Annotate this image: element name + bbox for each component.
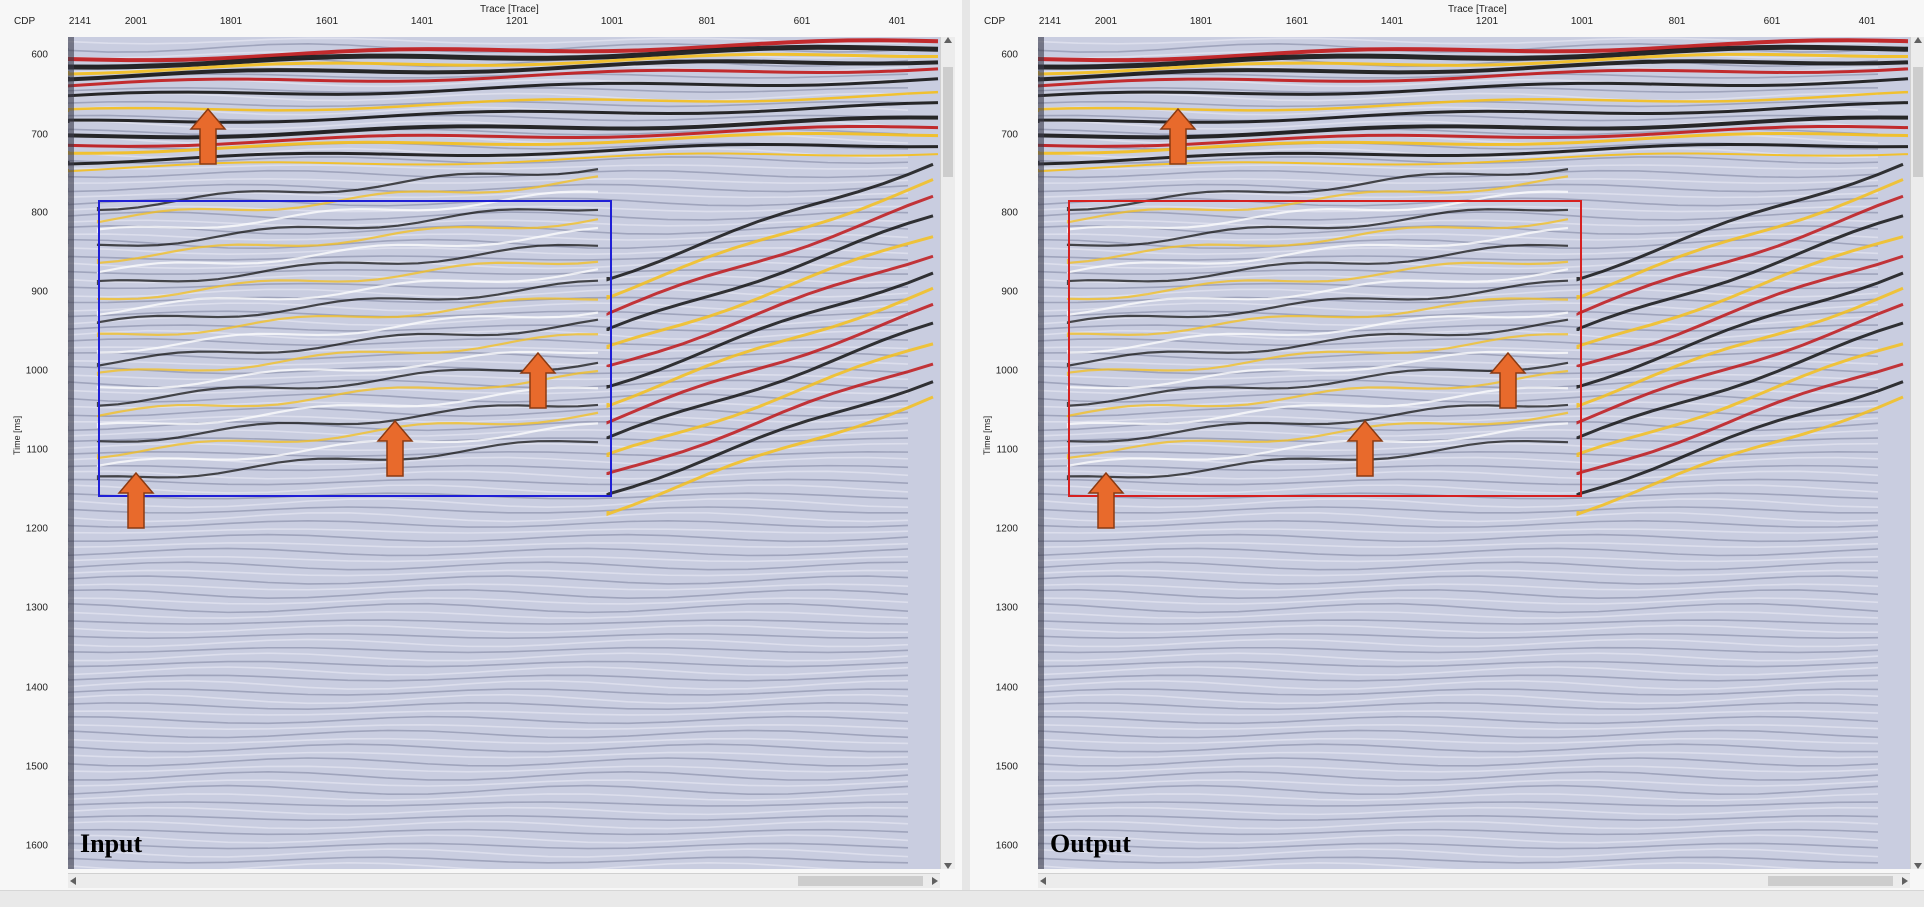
highlight-arrow-icon — [1489, 351, 1527, 409]
cdp-label: CDP — [14, 16, 36, 27]
scroll-up-arrow-icon[interactable] — [944, 37, 952, 43]
x-tick: 1601 — [1285, 16, 1309, 27]
vertical-scrollbar[interactable] — [940, 37, 955, 869]
y-tick: 800 — [1001, 207, 1018, 219]
y-tick: 1600 — [995, 840, 1018, 852]
x-tick: 2001 — [124, 16, 148, 27]
scroll-up-arrow-icon[interactable] — [1914, 37, 1922, 43]
y-tick: 1500 — [995, 761, 1018, 773]
y-tick: 600 — [1001, 49, 1018, 61]
seismic-image — [68, 37, 940, 869]
y-tick: 1400 — [995, 682, 1018, 694]
x-tick: 1401 — [410, 16, 434, 27]
y-tick: 1300 — [995, 602, 1018, 614]
highlight-box — [98, 200, 612, 497]
y-tick: 900 — [1001, 286, 1018, 298]
seismic-image — [1038, 37, 1910, 869]
x-tick: 401 — [1858, 16, 1876, 27]
y-tick: 1600 — [25, 840, 48, 852]
highlight-arrow-icon — [1087, 471, 1125, 529]
scroll-down-arrow-icon[interactable] — [944, 863, 952, 869]
y-tick: 700 — [31, 129, 48, 141]
x-axis-title: Trace [Trace] — [1448, 4, 1507, 15]
seismic-section-plot[interactable]: Output — [1038, 37, 1910, 869]
x-tick: 2141 — [68, 16, 92, 27]
highlight-arrow-icon — [1159, 107, 1197, 165]
y-tick: 600 — [31, 49, 48, 61]
y-tick: 1100 — [996, 444, 1018, 456]
y-tick: 1000 — [25, 365, 48, 377]
horizontal-scrollbar[interactable] — [68, 873, 940, 888]
scrollbar-thumb[interactable] — [798, 876, 923, 886]
y-tick: 700 — [1001, 129, 1018, 141]
scroll-right-arrow-icon[interactable] — [932, 877, 938, 885]
x-tick: 1201 — [1475, 16, 1499, 27]
highlight-arrow-icon — [117, 471, 155, 529]
x-tick: 801 — [1668, 16, 1686, 27]
y-tick: 1000 — [995, 365, 1018, 377]
x-tick: 1801 — [1189, 16, 1213, 27]
y-axis-title: Time [ms] — [982, 415, 992, 455]
x-tick: 1201 — [505, 16, 529, 27]
x-tick: 1401 — [1380, 16, 1404, 27]
x-axis-title: Trace [Trace] — [480, 4, 539, 15]
y-tick: 1300 — [25, 602, 48, 614]
highlight-box — [1068, 200, 1582, 497]
scroll-right-arrow-icon[interactable] — [1902, 877, 1908, 885]
highlight-arrow-icon — [376, 419, 414, 477]
panel-caption: Output — [1050, 829, 1131, 858]
panel-divider[interactable] — [962, 0, 970, 906]
scrollbar-thumb[interactable] — [1913, 67, 1923, 177]
x-tick: 2001 — [1094, 16, 1118, 27]
x-tick: 601 — [793, 16, 811, 27]
y-tick: 1100 — [26, 444, 48, 456]
scrollbar-thumb[interactable] — [1768, 876, 1893, 886]
y-tick: 800 — [31, 207, 48, 219]
horizontal-scrollbar[interactable] — [1038, 873, 1910, 888]
seismic-section-plot[interactable]: Input — [68, 37, 940, 869]
highlight-arrow-icon — [519, 351, 557, 409]
vertical-scrollbar[interactable] — [1910, 37, 1924, 869]
x-tick: 801 — [698, 16, 716, 27]
panel-caption: Input — [80, 829, 143, 858]
seismic-panel-output: Trace [Trace] CDP 2141 2001 1801 1601 14… — [970, 0, 1924, 906]
x-tick: 1801 — [219, 16, 243, 27]
cdp-label: CDP — [984, 16, 1006, 27]
y-tick: 1200 — [25, 523, 48, 535]
y-axis-title: Time [ms] — [12, 415, 22, 455]
y-tick: 1500 — [25, 761, 48, 773]
highlight-arrow-icon — [1346, 419, 1384, 477]
x-tick: 1601 — [315, 16, 339, 27]
x-tick: 1001 — [600, 16, 624, 27]
x-tick: 401 — [888, 16, 906, 27]
y-tick: 1400 — [25, 682, 48, 694]
seismic-panel-input: Trace [Trace] CDP 2141 2001 1801 1601 14… — [0, 0, 962, 906]
highlight-arrow-icon — [189, 107, 227, 165]
x-tick: 601 — [1763, 16, 1781, 27]
scrollbar-thumb[interactable] — [943, 67, 953, 177]
scroll-left-arrow-icon[interactable] — [70, 877, 76, 885]
y-tick: 1200 — [995, 523, 1018, 535]
scroll-left-arrow-icon[interactable] — [1040, 877, 1046, 885]
status-strip — [0, 890, 1924, 907]
x-tick: 2141 — [1038, 16, 1062, 27]
x-tick: 1001 — [1570, 16, 1594, 27]
y-tick: 900 — [31, 286, 48, 298]
scroll-down-arrow-icon[interactable] — [1914, 863, 1922, 869]
